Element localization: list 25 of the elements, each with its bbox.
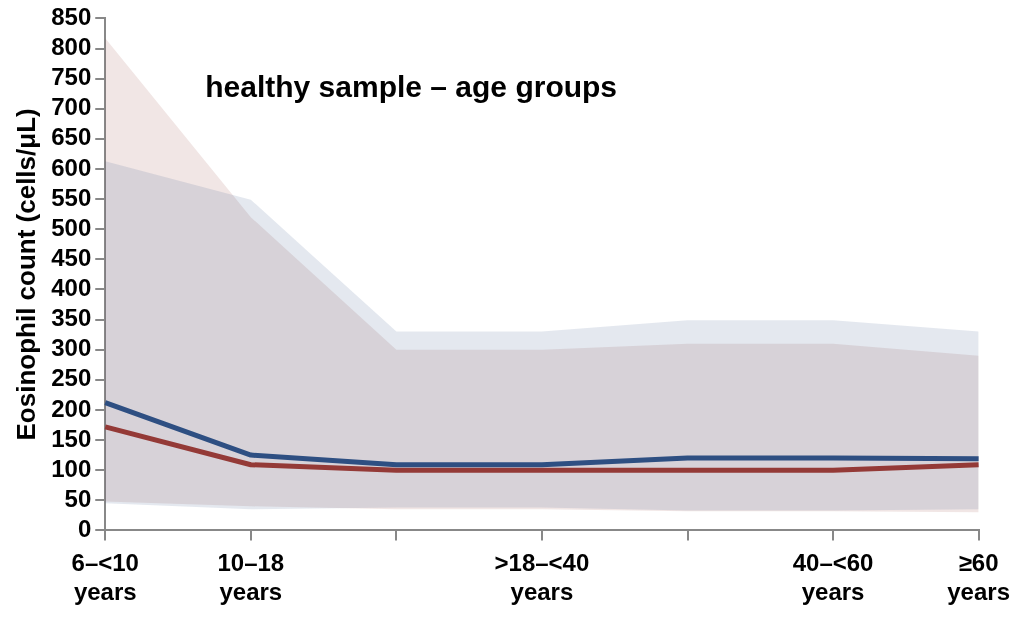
y-tick-label: 450 [51,243,92,271]
y-tick-label: 350 [51,304,92,332]
x-tick-label: 6–<10 years [71,549,139,606]
y-tick-label: 300 [51,334,92,362]
y-tick-label: 200 [51,394,92,422]
y-tick-label: 700 [51,93,92,121]
y-tick-label: 150 [51,424,92,452]
y-tick-label: 100 [51,454,92,482]
y-tick-label: 550 [51,183,92,211]
y-axis-title: Eosinophil count (cells/μL) [10,108,41,441]
x-tick-label: ≥60 years [947,549,1010,606]
x-tick-label: >18–<40 years [494,549,590,606]
y-tick-label: 750 [51,63,92,91]
y-tick-label: 50 [64,484,92,512]
y-tick-label: 500 [51,213,92,241]
y-tick-label: 850 [51,3,92,31]
x-tick-label: 40–<60 years [792,549,874,606]
y-tick-label: 800 [51,33,92,61]
y-tick-label: 250 [51,364,92,392]
y-tick-label: 400 [51,274,92,302]
y-tick-label: 0 [77,515,92,543]
x-tick-label: 10–18 years [217,549,285,606]
y-tick-label: 650 [51,123,92,151]
annotation: healthy sample – age groups [205,69,618,103]
y-tick-label: 600 [51,153,92,181]
